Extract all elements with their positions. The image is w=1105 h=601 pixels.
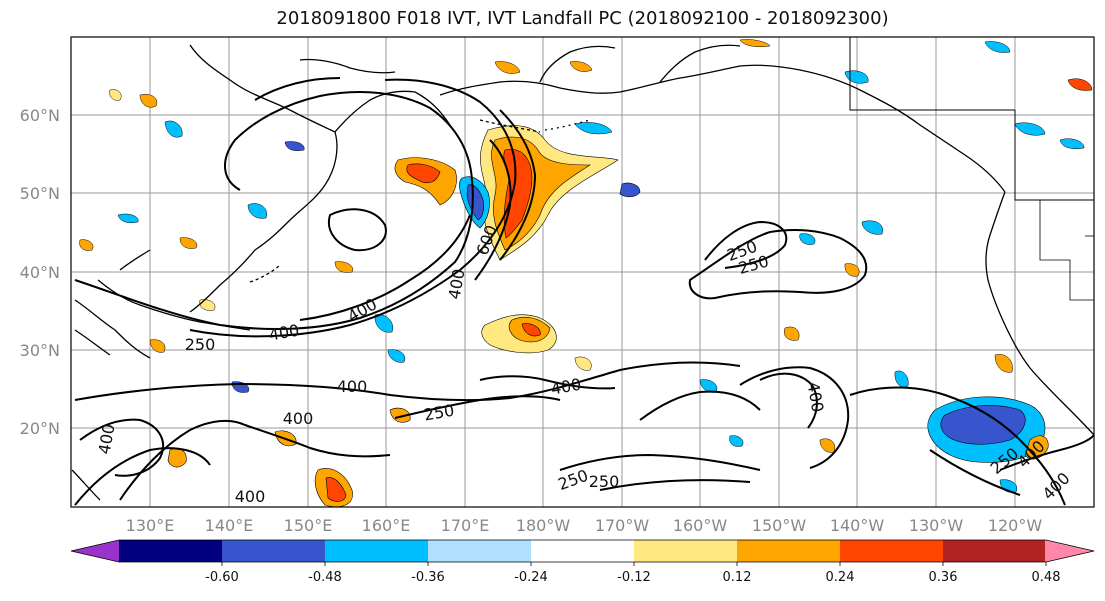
- colorbar-segment: [943, 540, 1047, 562]
- colorbar-extend-min: [71, 540, 120, 562]
- contour-label: 400: [337, 377, 368, 396]
- colorbar-segment: [531, 540, 635, 562]
- colorbar-tick-label: -0.36: [411, 570, 445, 585]
- latitude-label: 20°N: [20, 419, 60, 438]
- colorbar-extend-max: [1045, 540, 1094, 562]
- colorbar-segment: [119, 540, 223, 562]
- longitude-label: 130°W: [909, 516, 964, 535]
- colorbar-tick-label: 0.48: [1032, 570, 1061, 585]
- latitude-label: 30°N: [20, 341, 60, 360]
- longitude-label: 150°E: [284, 516, 333, 535]
- contour-label: 400: [235, 487, 266, 506]
- colorbar-segment: [325, 540, 429, 562]
- latitude-label: 60°N: [20, 106, 60, 125]
- longitude-label: 180°W: [516, 516, 571, 535]
- longitude-label: 160°E: [362, 516, 411, 535]
- colorbar-segment: [840, 540, 944, 562]
- colorbar-segment: [428, 540, 532, 562]
- longitude-labels: 130°E 140°E 150°E 160°E 170°E 180°W 170°W 160°W…: [126, 516, 1043, 535]
- contour-label: 400: [283, 409, 314, 428]
- colorbar: -0.60 -0.48 -0.36 -0.24 -0.12 0.12 0.24 0.36 0.4…: [70, 539, 1095, 585]
- colorbar-tick-label: -0.12: [617, 570, 651, 585]
- pc-shading: [79, 39, 1093, 507]
- ivt-contours: [74, 77, 1094, 506]
- longitude-label: 130°E: [126, 516, 175, 535]
- latitude-label: 40°N: [20, 263, 60, 282]
- coastlines: [71, 37, 1094, 501]
- colorbar-tick-label: -0.48: [308, 570, 342, 585]
- longitude-label: 150°W: [752, 516, 807, 535]
- colorbar-segment: [634, 540, 738, 562]
- latitude-label: 50°N: [20, 184, 60, 203]
- colorbar-tick-label: 0.36: [929, 570, 958, 585]
- longitude-label: 160°W: [673, 516, 728, 535]
- contour-labels: 6004004004002504002504004004002502504004…: [95, 223, 1074, 506]
- colorbar-tick-label: 0.12: [723, 570, 752, 585]
- map-title: 2018091800 F018 IVT, IVT Landfall PC (20…: [276, 8, 889, 29]
- colorbar-tick-label: -0.24: [514, 570, 548, 585]
- colorbar-tick-label: -0.60: [205, 570, 239, 585]
- longitude-label: 170°W: [595, 516, 650, 535]
- contour-label: 250: [185, 335, 216, 354]
- contour-label: 250: [589, 472, 620, 491]
- longitude-label: 170°E: [441, 516, 490, 535]
- longitude-label: 140°E: [205, 516, 254, 535]
- colorbar-tick-label: 0.24: [826, 570, 855, 585]
- longitude-label: 140°W: [830, 516, 885, 535]
- colorbar-segment: [222, 540, 326, 562]
- map-border: [70, 36, 1095, 508]
- colorbar-outline: [70, 539, 1095, 563]
- graticule: [71, 37, 1094, 507]
- longitude-label: 120°W: [988, 516, 1043, 535]
- colorbar-segment: [737, 540, 841, 562]
- latitude-labels: 60°N 50°N 40°N 30°N 20°N: [20, 106, 60, 438]
